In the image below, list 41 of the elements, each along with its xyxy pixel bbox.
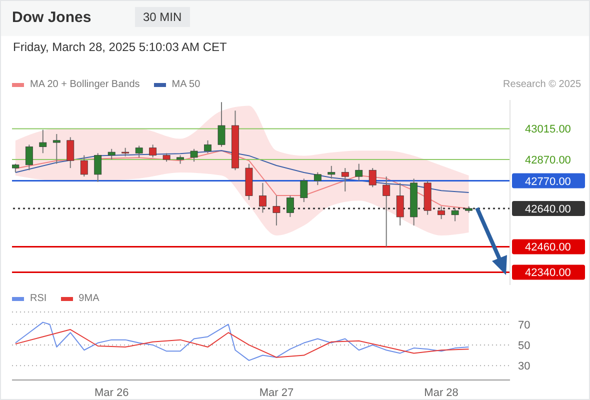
y-tick-label: 42460.00 [525, 242, 571, 254]
x-tick-label: Mar 27 [259, 386, 294, 399]
legend-label: 9MA [78, 293, 100, 304]
candlestick [94, 152, 102, 182]
text: Research © 2025 [503, 79, 581, 90]
text: Friday, March 28, 2025 5:10:03 AM CET [13, 40, 227, 54]
candlestick [300, 178, 308, 203]
y-tick-label: 42870.00 [525, 154, 571, 167]
y-tick-label: 43015.00 [525, 124, 571, 136]
y-tick-label: 50 [518, 340, 530, 352]
chart-subtitle: 30 MIN [135, 7, 190, 27]
candlestick [355, 163, 363, 182]
y-tick-label: 42340.00 [525, 267, 571, 280]
x-tick-label: Mar 28 [424, 386, 458, 399]
legend-label: MA 20 + Bollinger Bands [29, 79, 140, 90]
candlestick [328, 165, 336, 180]
candlestick [135, 145, 143, 158]
candlestick [314, 172, 322, 186]
x-tick-label: Mar 26 [94, 386, 129, 399]
candlestick [368, 168, 376, 188]
candlestick [25, 144, 33, 171]
candlestick [66, 136, 74, 169]
candlestick [341, 168, 349, 192]
y-tick-label: 42770.00 [525, 176, 571, 188]
candlestick [80, 154, 88, 178]
candlestick [108, 148, 116, 160]
y-tick-label: 70 [518, 319, 530, 332]
y-tick-label: 42640.00 [525, 203, 571, 216]
chart-title: Dow Jones [12, 9, 92, 26]
candlestick [149, 144, 157, 158]
line-series [14, 322, 470, 361]
y-tick-label: 30 [518, 360, 530, 372]
candlestick [272, 195, 280, 226]
candlestick [218, 102, 226, 148]
candlestick [204, 140, 212, 154]
legend-label: MA 50 [170, 79, 200, 90]
candlestick [39, 129, 47, 154]
candlestick [190, 148, 198, 162]
legend-label: RSI [29, 293, 47, 304]
line-series [14, 329, 470, 358]
candlestick [52, 134, 60, 164]
